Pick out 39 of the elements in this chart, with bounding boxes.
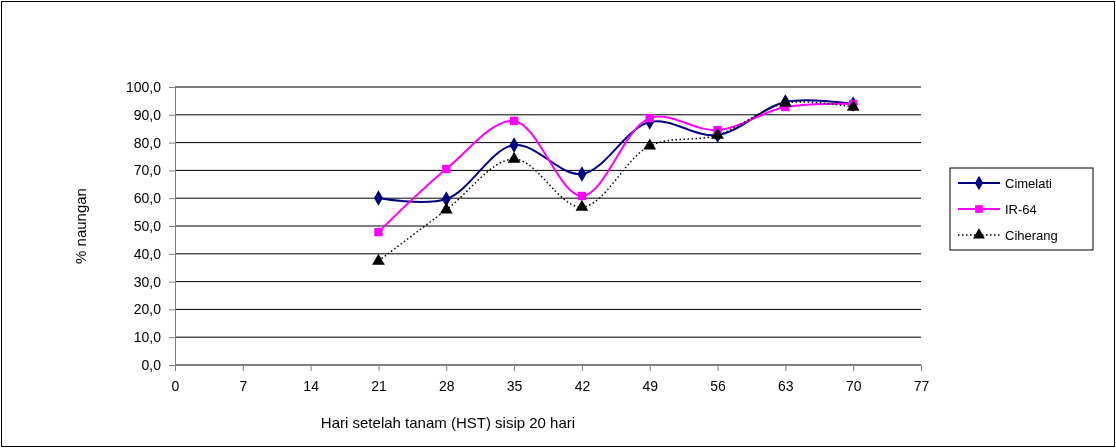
legend-label: Cimelati — [1005, 176, 1053, 191]
y-tick-label: 30,0 — [133, 273, 162, 290]
legend-label: IR-64 — [1005, 202, 1037, 217]
y-tick-label: 0,0 — [141, 356, 162, 373]
x-tick-label: 70 — [845, 377, 862, 394]
x-tick-label: 63 — [778, 377, 794, 394]
point — [439, 202, 453, 214]
y-tick-label: 20,0 — [133, 301, 162, 318]
point — [442, 164, 451, 174]
point — [643, 138, 657, 150]
y-tick-label: 10,0 — [133, 329, 162, 346]
point — [711, 127, 724, 139]
point — [372, 253, 385, 265]
y-tick-label: 40,0 — [133, 245, 162, 262]
x-tick-label: 77 — [913, 377, 930, 394]
point — [509, 116, 519, 126]
point — [577, 191, 587, 201]
point — [507, 151, 521, 163]
x-tick-label: 21 — [371, 377, 387, 394]
x-tick-label: 0 — [171, 377, 180, 394]
x-tick-label: 35 — [506, 377, 523, 394]
y-tick-label: 100,0 — [125, 78, 162, 95]
x-tick-label: 42 — [574, 377, 591, 394]
point — [645, 113, 654, 123]
point — [575, 199, 589, 211]
legend-label: Ciherang — [1005, 228, 1058, 243]
y-tick-label: 90,0 — [133, 106, 162, 123]
x-axis-title: Hari setelah tanam (HST) sisip 20 hari — [320, 414, 576, 431]
x-tick-label: 14 — [303, 377, 320, 394]
x-tick-label: 7 — [239, 377, 248, 394]
y-tick-label: 70,0 — [133, 162, 162, 179]
y-tick-label: 80,0 — [133, 134, 162, 151]
x-tick-label: 56 — [710, 377, 727, 394]
point — [374, 227, 383, 237]
y-tick-label: 60,0 — [133, 190, 162, 207]
x-tick-label: 28 — [438, 377, 455, 394]
x-tick-label: 49 — [642, 377, 659, 394]
y-axis-title: % naungan — [72, 188, 89, 264]
y-tick-label: 50,0 — [133, 217, 162, 234]
